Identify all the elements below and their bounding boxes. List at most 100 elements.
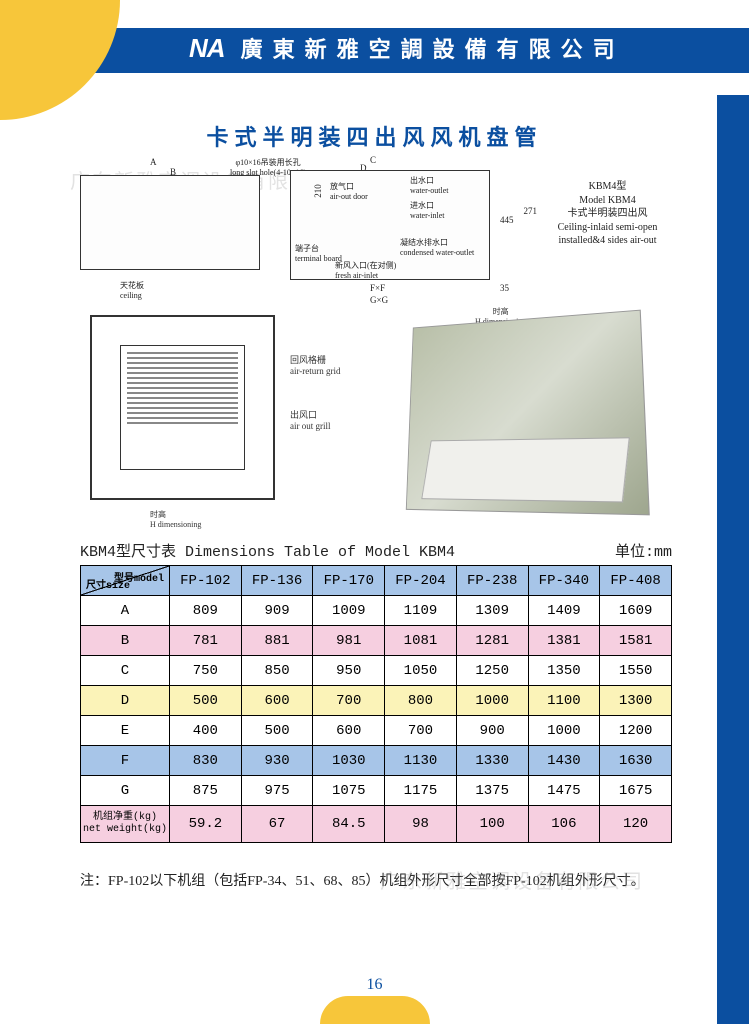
dimensions-table: 型号model 尺寸size FP-102FP-136FP-170FP-204F… xyxy=(80,565,672,843)
cell: 1030 xyxy=(313,746,385,776)
footnote: 注：FP-102以下机组（包括FP-34、51、68、85）机组外形尺寸全部按F… xyxy=(80,870,672,890)
cell: 1430 xyxy=(528,746,600,776)
cell: 975 xyxy=(241,776,313,806)
cell: 100 xyxy=(456,806,528,843)
cell: 120 xyxy=(600,806,672,843)
company-name: 廣東新雅空調設備有限公司 xyxy=(241,32,625,64)
dimensions-table-section: KBM4型尺寸表 Dimensions Table of Model KBM4 … xyxy=(80,540,672,843)
cell: 1550 xyxy=(600,656,672,686)
cell: 830 xyxy=(170,746,242,776)
model-line3: 卡式半明装四出风 xyxy=(535,207,680,221)
row-label: E xyxy=(81,716,170,746)
table-title-left: KBM4型尺寸表 Dimensions Table of Model KBM4 xyxy=(80,540,455,561)
ceiling-label: 天花板 ceiling xyxy=(120,280,144,300)
row-label: C xyxy=(81,656,170,686)
fresh-air-label: 新风入口(在对侧) fresh air-inlet xyxy=(335,260,396,280)
cell: 1475 xyxy=(528,776,600,806)
cell: 1375 xyxy=(456,776,528,806)
page-number: 16 xyxy=(0,976,749,994)
product-photo xyxy=(406,310,650,516)
diagram-area: A B φ10×16吊装用长孔 long slot hole(4-10×16) … xyxy=(80,155,670,525)
cell: 500 xyxy=(170,686,242,716)
row-label: D xyxy=(81,686,170,716)
cell: 600 xyxy=(241,686,313,716)
cell: 1075 xyxy=(313,776,385,806)
header-diag-cell: 型号model 尺寸size xyxy=(81,566,170,596)
cell: 981 xyxy=(313,626,385,656)
cell: 1175 xyxy=(385,776,457,806)
photo-panel xyxy=(421,437,630,502)
table-row: E40050060070090010001200 xyxy=(81,716,672,746)
table-row: G87597510751175137514751675 xyxy=(81,776,672,806)
cell: 1581 xyxy=(600,626,672,656)
cell: 1609 xyxy=(600,596,672,626)
table-row: F83093010301130133014301630 xyxy=(81,746,672,776)
cell: 1000 xyxy=(456,686,528,716)
table-body: A80990910091109130914091609B781881981108… xyxy=(81,596,672,843)
model-label-block: KBM4型 Model KBM4 卡式半明装四出风 Ceiling-inlaid… xyxy=(535,180,680,248)
header: NA 廣東新雅空調設備有限公司 xyxy=(0,0,749,95)
table-row: A80990910091109130914091609 xyxy=(81,596,672,626)
cell: 909 xyxy=(241,596,313,626)
model-line1: KBM4型 xyxy=(535,180,680,194)
cell: 1630 xyxy=(600,746,672,776)
cell: 1309 xyxy=(456,596,528,626)
cell: 800 xyxy=(385,686,457,716)
model-line5: installed&4 sides air-out xyxy=(535,234,680,248)
exhaust-label: 放气口 air-out door xyxy=(330,181,368,201)
cell: 84.5 xyxy=(313,806,385,843)
table-row: B7818819811081128113811581 xyxy=(81,626,672,656)
dim-A: A xyxy=(150,157,157,167)
cell: 781 xyxy=(170,626,242,656)
cell: 1300 xyxy=(600,686,672,716)
cell: 59.2 xyxy=(170,806,242,843)
cell: 1350 xyxy=(528,656,600,686)
FxF-label: F×F xyxy=(370,283,385,293)
logo-block: NA 廣東新雅空調設備有限公司 xyxy=(185,32,625,64)
cell: 1050 xyxy=(385,656,457,686)
cell: 875 xyxy=(170,776,242,806)
water-inlet-label: 进水口 water-inlet xyxy=(410,200,445,220)
cell: 600 xyxy=(313,716,385,746)
schematic-left xyxy=(80,175,260,270)
model-line2: Model KBM4 xyxy=(535,194,680,208)
cell: 1130 xyxy=(385,746,457,776)
return-grid-label: 回风格栅 air-return grid xyxy=(290,355,341,377)
col-header: FP-340 xyxy=(528,566,600,596)
cell: 67 xyxy=(241,806,313,843)
row-label: B xyxy=(81,626,170,656)
cell: 1009 xyxy=(313,596,385,626)
table-title-right: 单位:mm xyxy=(615,540,672,561)
cell: 1250 xyxy=(456,656,528,686)
col-header: FP-408 xyxy=(600,566,672,596)
bottom-diagrams: 回风格栅 air-return grid 出风口 air out grill 时… xyxy=(80,315,670,525)
d35: 35 xyxy=(500,283,509,293)
cell: 1100 xyxy=(528,686,600,716)
cell: 700 xyxy=(385,716,457,746)
cell: 98 xyxy=(385,806,457,843)
col-header: FP-204 xyxy=(385,566,457,596)
cell: 881 xyxy=(241,626,313,656)
h-dim-left: 时高 H dimensioning xyxy=(150,510,201,529)
d445: 445 xyxy=(500,215,514,225)
cell: 850 xyxy=(241,656,313,686)
cell: 1381 xyxy=(528,626,600,656)
right-blue-bar xyxy=(717,0,749,1024)
grille-schematic xyxy=(90,315,275,500)
cell: 400 xyxy=(170,716,242,746)
row-label: 机组净重(kg) net weight(kg) xyxy=(81,806,170,843)
water-outlet-label: 出水口 water-outlet xyxy=(410,175,449,195)
air-out-grill-label: 出风口 air out grill xyxy=(290,410,331,432)
cell: 1000 xyxy=(528,716,600,746)
row-label: G xyxy=(81,776,170,806)
table-row: D500600700800100011001300 xyxy=(81,686,672,716)
col-header: FP-102 xyxy=(170,566,242,596)
cell: 1081 xyxy=(385,626,457,656)
row-label: A xyxy=(81,596,170,626)
dim-C: C xyxy=(370,155,376,165)
table-row: C7508509501050125013501550 xyxy=(81,656,672,686)
col-header: FP-238 xyxy=(456,566,528,596)
model-line4: Ceiling-inlaid semi-open xyxy=(535,221,680,235)
table-header-row: 型号model 尺寸size FP-102FP-136FP-170FP-204F… xyxy=(81,566,672,596)
cell: 500 xyxy=(241,716,313,746)
